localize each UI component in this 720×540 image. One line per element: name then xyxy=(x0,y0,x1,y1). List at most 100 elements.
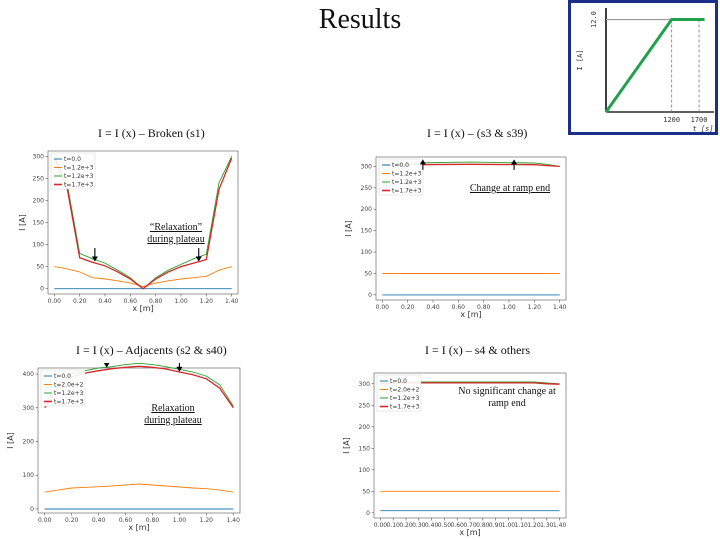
note-relaxation-adjacents: Relaxation during plateau xyxy=(144,403,202,426)
slide-title: Results xyxy=(318,4,402,35)
legend-entry: t=1.2e+3 xyxy=(392,171,422,178)
series-line xyxy=(54,266,232,287)
x-axis-label: x [m] xyxy=(460,310,481,319)
legend-entry: t=1.7e+3 xyxy=(64,182,94,189)
x-tick-label: 0.10 xyxy=(387,522,401,529)
inset-ramp-line xyxy=(604,18,705,113)
y-tick-label: 100 xyxy=(23,472,35,479)
legend-entry: t=1.2e+3 xyxy=(54,390,84,397)
arrow-head xyxy=(195,256,202,262)
arrow-head xyxy=(419,159,426,165)
y-tick-label: 0 xyxy=(40,286,44,293)
arrow-head xyxy=(103,363,110,368)
chart-adjacents: 0.00 0.20 0.40 0.60 0.80 1.00 1.20 1.40 0 100 200 3… xyxy=(6,363,241,532)
x-tick-label: 0.60 xyxy=(452,304,466,311)
x-tick-label: 1.40 xyxy=(227,517,241,524)
y-tick-label: 300 xyxy=(33,153,45,160)
series-line xyxy=(53,157,233,290)
legend-entry: t=1.7e+3 xyxy=(54,399,84,406)
y-tick-label: 150 xyxy=(33,220,45,227)
x-tick-label: 0.40 xyxy=(425,522,439,529)
y-axis-label: I [A] xyxy=(18,214,27,231)
x-tick-label: 1.40 xyxy=(553,304,567,311)
legend: t=0.0 t=1.2e+3t=1.2e+3 t=1.7e+3 xyxy=(378,158,424,196)
legend: t=0.0 t=2.0e+2t=1.2e+3 t=1.7e+3 xyxy=(40,369,86,407)
x-tick-label: 0.80 xyxy=(149,298,163,305)
x-tick-label: 0.70 xyxy=(463,522,477,529)
y-tick-label: 200 xyxy=(361,206,373,213)
legend-entry: t=1.2e+3 xyxy=(64,173,94,180)
y-axis-label: I [A] xyxy=(6,432,15,449)
x-tick-label: 0.60 xyxy=(451,522,465,529)
x-tick-label: 0.20 xyxy=(399,522,413,529)
x-tick-label: 0.00 xyxy=(48,298,62,305)
note-relaxation-broken: “Relaxation” during plateau xyxy=(147,222,205,245)
x-tick-label: 0.80 xyxy=(477,304,491,311)
legend-entry: t=0.0 xyxy=(54,373,71,380)
legend: t=0.0 t=2.0e+2t=1.2e+3 t=1.7e+3 xyxy=(376,374,422,412)
legend: t=0.0 t=1.2e+3t=1.2e+3 t=1.7e+3 xyxy=(50,152,96,190)
arrow-head xyxy=(176,366,183,372)
x-tick-label: 0.60 xyxy=(119,517,133,524)
caption-adjacents: I = I (x) – Adjacents (s2 & s40) xyxy=(76,343,227,357)
legend-entry: t=0.0 xyxy=(64,156,81,163)
inset-y-label: I [A] xyxy=(576,49,584,70)
y-tick-label: 100 xyxy=(33,242,45,249)
legend-entry: t=1.2e+3 xyxy=(390,395,420,402)
y-tick-label: 400 xyxy=(23,371,35,378)
x-tick-label: 1.10 xyxy=(515,522,529,529)
inset-x-label: t [s] xyxy=(692,125,713,133)
x-tick-label: 0.60 xyxy=(124,298,138,305)
chart-s4-others: 0.00 0.10 0.20 0.30 0.40 0.50 0.60 0.70 0.80 0.90… xyxy=(342,372,567,537)
y-tick-label: 250 xyxy=(359,402,371,409)
x-tick-label: 0.50 xyxy=(438,522,452,529)
x-tick-label: 0.20 xyxy=(65,517,79,524)
x-tick-label: 0.00 xyxy=(38,517,52,524)
y-tick-label: 100 xyxy=(361,249,373,256)
series-line xyxy=(44,483,234,493)
x-tick-label: 1.40 xyxy=(553,522,567,529)
y-tick-label: 250 xyxy=(33,175,45,182)
x-tick-label: 1.20 xyxy=(200,517,214,524)
y-tick-label: 300 xyxy=(361,163,373,170)
x-tick-label: 0.40 xyxy=(92,517,106,524)
x-tick-label: 1.00 xyxy=(502,522,516,529)
x-tick-label: 1.20 xyxy=(528,304,542,311)
y-axis-label: I [A] xyxy=(342,437,351,454)
legend-entry: t=1.2e+3 xyxy=(64,165,94,172)
x-tick-label: 0.00 xyxy=(376,304,390,311)
x-tick-label: 1.00 xyxy=(174,298,188,305)
x-tick-label: 0.90 xyxy=(489,522,503,529)
chart-broken: 0.00 0.20 0.40 0.60 0.80 1.00 1.20 1.40 0 50 100 15… xyxy=(18,150,239,313)
x-tick-label: 0.40 xyxy=(98,298,112,305)
legend-entry: t=0.0 xyxy=(392,162,409,169)
chart-s3-s39: 0.00 0.20 0.40 0.60 0.80 1.00 1.20 1.40 0 50 100 15… xyxy=(344,156,567,319)
legend-entry: t=2.0e+2 xyxy=(390,387,420,394)
y-tick-label: 150 xyxy=(361,228,373,235)
x-tick-label: 0.40 xyxy=(426,304,440,311)
inset-x-tick: 1200 xyxy=(663,116,680,124)
y-tick-label: 150 xyxy=(359,445,371,452)
x-tick-label: 0.80 xyxy=(476,522,490,529)
x-tick-label: 0.00 xyxy=(374,522,388,529)
legend-entry: t=0.0 xyxy=(390,378,407,385)
y-tick-label: 50 xyxy=(362,488,370,495)
y-tick-label: 0 xyxy=(366,510,370,517)
y-tick-label: 300 xyxy=(359,381,371,388)
x-axis-label: x [m] xyxy=(128,523,149,532)
legend-entry: t=1.7e+3 xyxy=(392,188,422,195)
x-tick-label: 0.30 xyxy=(412,522,426,529)
legend-entry: t=2.0e+2 xyxy=(54,382,84,389)
y-axis-label: I [A] xyxy=(344,220,353,237)
x-tick-label: 1.20 xyxy=(200,298,214,305)
x-axis-label: x [m] xyxy=(132,304,153,313)
inset-y-tick: 12.0 xyxy=(590,11,598,28)
note-no-change: No significant change at ramp end xyxy=(458,386,556,409)
arrow-head xyxy=(91,256,98,262)
caption-s4-others: I = I (x) – s4 & others xyxy=(425,343,531,357)
y-tick-label: 200 xyxy=(359,424,371,431)
inset-x-tick: 1700 xyxy=(691,116,708,124)
y-tick-label: 100 xyxy=(359,467,371,474)
x-tick-label: 0.20 xyxy=(401,304,415,311)
y-tick-label: 0 xyxy=(30,506,34,513)
